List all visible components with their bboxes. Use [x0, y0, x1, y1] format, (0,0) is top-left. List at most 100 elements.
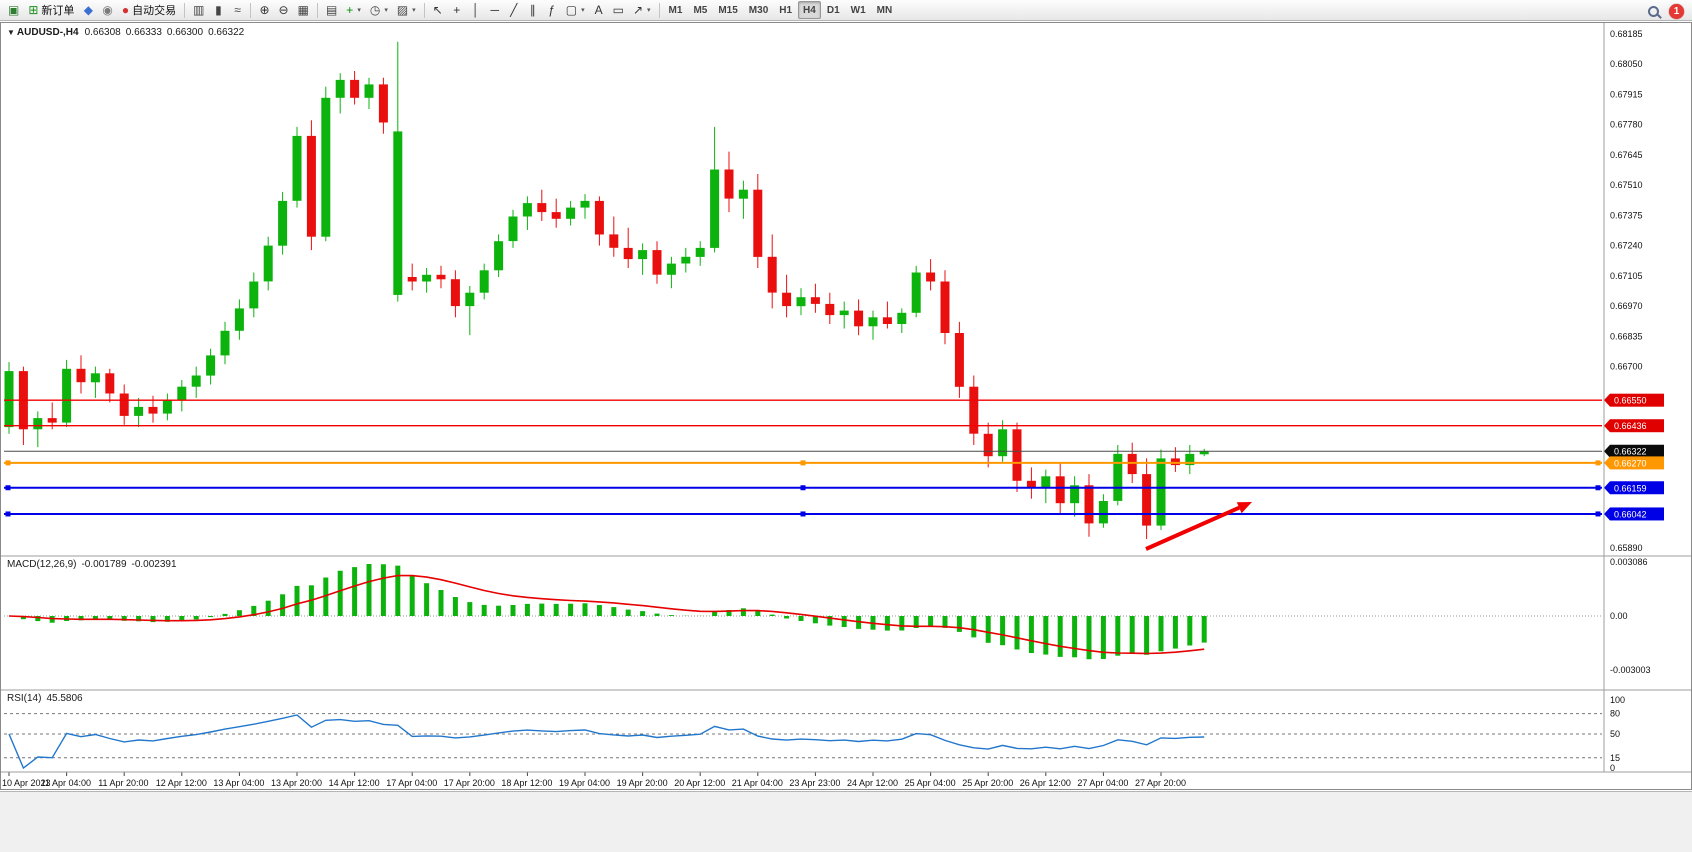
zoom-out-button[interactable]: ⊖ — [275, 1, 293, 19]
toolbar-separator — [184, 2, 186, 18]
new-order-button-label: 新订单 — [41, 5, 75, 17]
svg-text:18 Apr 12:00: 18 Apr 12:00 — [501, 778, 552, 788]
macd-name: MACD(12,26,9) — [7, 559, 77, 570]
toolbar-separator — [316, 2, 318, 18]
price-line-0.66159[interactable] — [4, 485, 1602, 491]
candle-body — [479, 270, 489, 293]
horizontal-line-tool-button[interactable]: ─ — [486, 1, 504, 19]
label-tool-button[interactable]: ▭ — [609, 1, 628, 19]
timeframe-m5-button[interactable]: M5 — [693, 4, 708, 16]
search-icon[interactable] — [1648, 5, 1659, 17]
metaquotes-button[interactable]: ◉ — [98, 1, 116, 19]
svg-text:0.66159: 0.66159 — [1614, 483, 1647, 493]
price-axis[interactable]: 0.68185 0.68050 0.67915 0.67780 0.67645 0.675… — [1610, 29, 1651, 773]
templates-button[interactable]: ▨ ▾ — [393, 1, 420, 19]
line-chart-button[interactable]: ≈ — [228, 1, 246, 19]
svg-text:0.67645: 0.67645 — [1610, 150, 1643, 160]
candle-body — [825, 303, 835, 316]
svg-text:26 Apr 12:00: 26 Apr 12:00 — [1020, 778, 1071, 788]
vertical-line-tool-icon: │ — [472, 3, 480, 17]
autotrading-button[interactable]: ● 自动交易 — [118, 1, 180, 19]
candle-body — [1170, 458, 1180, 466]
new-chart-button[interactable]: ▣ — [4, 1, 23, 19]
arrows-tool-button[interactable]: ↗ ▾ — [629, 1, 655, 19]
candle-body — [1199, 451, 1209, 455]
dropdown-caret-icon: ▾ — [647, 7, 651, 14]
zoom-in-button[interactable]: ⊕ — [255, 1, 273, 19]
shapes-tool-icon: ▢ — [565, 3, 578, 17]
svg-text:-0.003003: -0.003003 — [1610, 665, 1651, 675]
candle-body — [810, 297, 820, 304]
line-chart-icon: ≈ — [234, 3, 241, 17]
candle-body — [321, 97, 331, 237]
svg-text:0.66700: 0.66700 — [1610, 362, 1643, 372]
price-line-0.66270[interactable] — [4, 460, 1602, 466]
bar-chart-button[interactable]: ▥ — [189, 1, 208, 19]
zoom-out-icon: ⊖ — [278, 3, 289, 17]
new-order-button[interactable]: ⊞ 新订单 — [24, 1, 78, 19]
indicators-button[interactable]: + ▾ — [342, 1, 365, 19]
shapes-tool-button[interactable]: ▢ ▾ — [562, 1, 589, 19]
candle-body — [1070, 485, 1080, 504]
candle-body — [47, 418, 57, 423]
auto-arrange-button[interactable]: ▤ — [322, 1, 341, 19]
svg-text:0.66550: 0.66550 — [1614, 396, 1647, 406]
candle-body — [350, 79, 360, 98]
timeframe-d1-button[interactable]: D1 — [826, 4, 840, 16]
svg-text:0.00: 0.00 — [1610, 611, 1628, 621]
svg-text:14 Apr 12:00: 14 Apr 12:00 — [329, 778, 380, 788]
candle-body — [234, 308, 244, 331]
periods-button[interactable]: ◷ ▾ — [366, 1, 392, 19]
trend-arrow-annotation[interactable] — [1145, 502, 1252, 551]
symbol-collapse-icon[interactable]: ▼ — [7, 28, 15, 37]
candle-body — [782, 292, 792, 307]
trendline-tool-icon: ╱ — [510, 3, 518, 17]
candle-body — [580, 200, 590, 208]
vertical-line-tool-button[interactable]: │ — [467, 1, 485, 19]
candle-body — [1084, 485, 1094, 524]
timeframe-mn-button[interactable]: MN — [876, 4, 893, 16]
line-handle — [5, 485, 11, 491]
svg-text:0.67240: 0.67240 — [1610, 241, 1643, 251]
timeframe-m30-button[interactable]: M30 — [748, 4, 769, 16]
cursor-tool-icon: ↖ — [432, 3, 443, 17]
svg-text:0.66322: 0.66322 — [1614, 447, 1647, 457]
cursor-tool-button[interactable]: ↖ — [429, 1, 447, 19]
trendline-tool-button[interactable]: ╱ — [505, 1, 523, 19]
macd-signal-value: -0.002391 — [131, 559, 177, 570]
timeframe-m1-button[interactable]: M1 — [668, 4, 683, 16]
channel-tool-icon: ∥ — [529, 3, 536, 17]
candlestick-chart-button[interactable]: ▮ — [209, 1, 227, 19]
fibonacci-tool-button[interactable]: ƒ — [543, 1, 561, 19]
dropdown-caret-icon: ▾ — [581, 7, 585, 14]
tile-windows-button[interactable]: ▦ — [294, 1, 313, 19]
candle-body — [940, 281, 950, 333]
svg-text:0.67510: 0.67510 — [1610, 180, 1643, 190]
symbol-period-label: AUDUSD-,H4 — [16, 27, 79, 38]
auto-arrange-icon: ▤ — [325, 3, 338, 17]
metaquotes-icon: ◉ — [102, 3, 113, 17]
crosshair-tool-button[interactable]: + — [448, 1, 466, 19]
timeframe-m15-button[interactable]: M15 — [718, 4, 738, 16]
price-line-0.66042[interactable] — [4, 511, 1602, 517]
metaeditor-button[interactable]: ◆ — [79, 1, 97, 19]
text-tool-button[interactable]: A — [590, 1, 608, 19]
price-badge-0.66270: 0.66270 — [1604, 456, 1664, 470]
toolbar-separator — [250, 2, 252, 18]
candle-body — [897, 312, 907, 324]
candle-body — [119, 393, 129, 416]
candle-body — [148, 406, 158, 414]
candle-body — [638, 250, 648, 260]
notification-badge[interactable]: 1 — [1669, 3, 1684, 19]
candle-body — [738, 189, 748, 199]
candle-body — [724, 169, 734, 199]
timeframe-h4-button[interactable]: H4 — [798, 1, 821, 19]
svg-text:80: 80 — [1610, 709, 1620, 719]
candle-body — [1113, 453, 1123, 501]
channel-tool-button[interactable]: ∥ — [524, 1, 542, 19]
svg-text:17 Apr 04:00: 17 Apr 04:00 — [386, 778, 437, 788]
timeframe-w1-button[interactable]: W1 — [850, 4, 866, 16]
timeframe-h1-button[interactable]: H1 — [779, 4, 793, 16]
